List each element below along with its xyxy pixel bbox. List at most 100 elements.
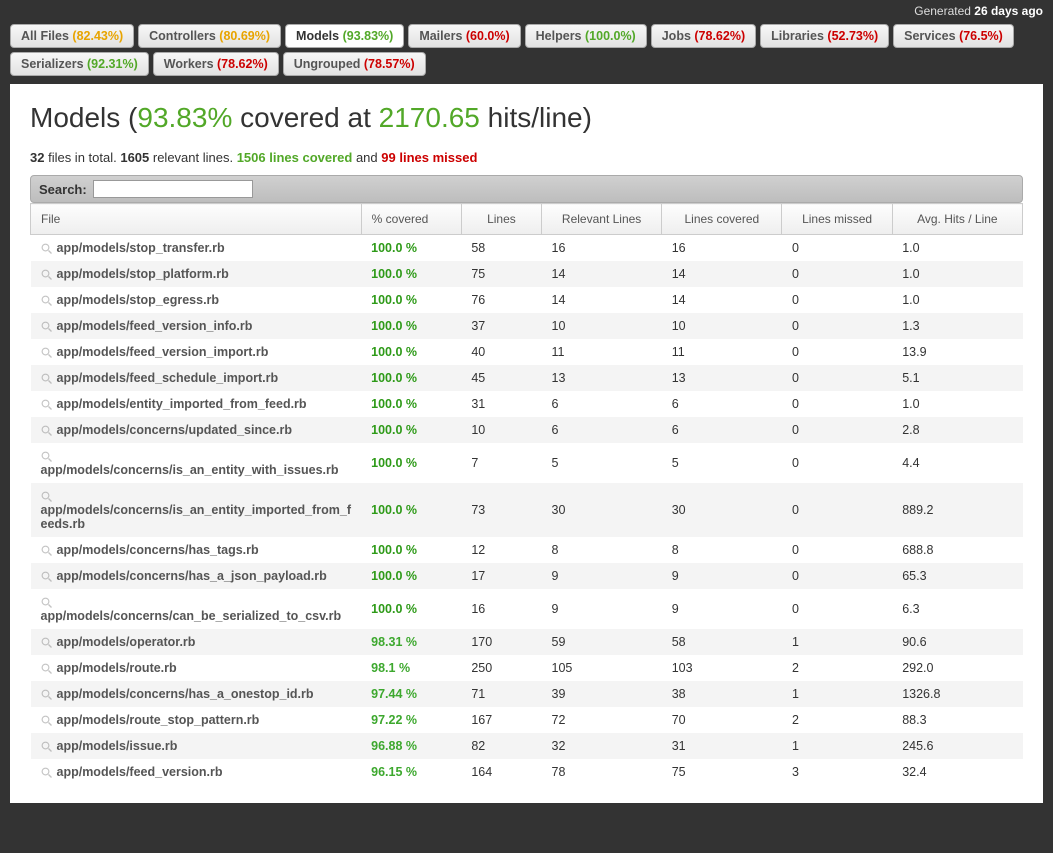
- magnify-icon: [41, 489, 57, 503]
- magnify-icon: [41, 635, 57, 649]
- file-cell[interactable]: app/models/concerns/has_a_json_payload.r…: [31, 563, 362, 589]
- file-cell[interactable]: app/models/feed_version_import.rb: [31, 339, 362, 365]
- table-row[interactable]: app/models/concerns/is_an_entity_importe…: [31, 483, 1023, 537]
- file-cell[interactable]: app/models/concerns/updated_since.rb: [31, 417, 362, 443]
- relevant-lines-cell: 6: [542, 417, 662, 443]
- table-row[interactable]: app/models/concerns/is_an_entity_with_is…: [31, 443, 1023, 483]
- table-row[interactable]: app/models/concerns/updated_since.rb100.…: [31, 417, 1023, 443]
- table-row[interactable]: app/models/concerns/can_be_serialized_to…: [31, 589, 1023, 629]
- column-header[interactable]: Lines missed: [782, 204, 892, 235]
- table-row[interactable]: app/models/feed_version_info.rb100.0 %37…: [31, 313, 1023, 339]
- lines-missed-cell: 1: [782, 681, 892, 707]
- search-input[interactable]: [93, 180, 253, 198]
- avg-hits-cell: 4.4: [892, 443, 1022, 483]
- lines-covered-cell: 8: [662, 537, 782, 563]
- table-row[interactable]: app/models/concerns/has_a_json_payload.r…: [31, 563, 1023, 589]
- tab-serializers[interactable]: Serializers (92.31%): [10, 52, 149, 76]
- table-row[interactable]: app/models/concerns/has_tags.rb100.0 %12…: [31, 537, 1023, 563]
- magnify-icon: [41, 661, 57, 675]
- pct-covered-cell: 96.15 %: [361, 759, 461, 785]
- file-cell[interactable]: app/models/stop_transfer.rb: [31, 235, 362, 262]
- tab-jobs[interactable]: Jobs (78.62%): [651, 24, 756, 48]
- pct-covered-cell: 100.0 %: [361, 563, 461, 589]
- magnify-icon: [41, 293, 57, 307]
- table-row[interactable]: app/models/feed_schedule_import.rb100.0 …: [31, 365, 1023, 391]
- file-cell[interactable]: app/models/feed_version_info.rb: [31, 313, 362, 339]
- tab-ungrouped[interactable]: Ungrouped (78.57%): [283, 52, 426, 76]
- relevant-lines-cell: 14: [542, 261, 662, 287]
- lines-covered-cell: 14: [662, 261, 782, 287]
- magnify-icon: [41, 319, 57, 333]
- lines-cell: 16: [461, 589, 541, 629]
- lines-cell: 170: [461, 629, 541, 655]
- magnify-icon: [41, 449, 57, 463]
- column-header[interactable]: % covered: [361, 204, 461, 235]
- file-cell[interactable]: app/models/concerns/can_be_serialized_to…: [31, 589, 362, 629]
- pct-covered-cell: 100.0 %: [361, 391, 461, 417]
- relevant-lines-cell: 11: [542, 339, 662, 365]
- lines-missed-cell: 0: [782, 443, 892, 483]
- table-row[interactable]: app/models/operator.rb98.31 %1705958190.…: [31, 629, 1023, 655]
- tab-services[interactable]: Services (76.5%): [893, 24, 1014, 48]
- magnify-icon: [41, 713, 57, 727]
- table-row[interactable]: app/models/stop_platform.rb100.0 %751414…: [31, 261, 1023, 287]
- file-cell[interactable]: app/models/concerns/is_an_entity_with_is…: [31, 443, 362, 483]
- column-header[interactable]: File: [31, 204, 362, 235]
- file-cell[interactable]: app/models/issue.rb: [31, 733, 362, 759]
- table-row[interactable]: app/models/concerns/has_a_onestop_id.rb9…: [31, 681, 1023, 707]
- avg-hits-cell: 1.0: [892, 391, 1022, 417]
- avg-hits-cell: 13.9: [892, 339, 1022, 365]
- lines-covered-cell: 31: [662, 733, 782, 759]
- table-row[interactable]: app/models/route_stop_pattern.rb97.22 %1…: [31, 707, 1023, 733]
- table-row[interactable]: app/models/route.rb98.1 %2501051032292.0: [31, 655, 1023, 681]
- file-cell[interactable]: app/models/operator.rb: [31, 629, 362, 655]
- file-cell[interactable]: app/models/feed_version.rb: [31, 759, 362, 785]
- tabs-bar: All Files (82.43%)Controllers (80.69%)Mo…: [0, 18, 1053, 52]
- tab-helpers[interactable]: Helpers (100.0%): [525, 24, 647, 48]
- lines-missed-cell: 0: [782, 339, 892, 365]
- tab-mailers[interactable]: Mailers (60.0%): [408, 24, 520, 48]
- search-label: Search:: [39, 182, 87, 197]
- column-header[interactable]: Lines covered: [662, 204, 782, 235]
- avg-hits-cell: 5.1: [892, 365, 1022, 391]
- relevant-lines-cell: 8: [542, 537, 662, 563]
- file-cell[interactable]: app/models/feed_schedule_import.rb: [31, 365, 362, 391]
- column-header[interactable]: Lines: [461, 204, 541, 235]
- file-cell[interactable]: app/models/concerns/has_a_onestop_id.rb: [31, 681, 362, 707]
- avg-hits-cell: 1.0: [892, 287, 1022, 313]
- file-cell[interactable]: app/models/route.rb: [31, 655, 362, 681]
- relevant-lines-cell: 6: [542, 391, 662, 417]
- lines-missed-cell: 0: [782, 391, 892, 417]
- file-cell[interactable]: app/models/concerns/is_an_entity_importe…: [31, 483, 362, 537]
- table-row[interactable]: app/models/issue.rb96.88 %8232311245.6: [31, 733, 1023, 759]
- lines-cell: 75: [461, 261, 541, 287]
- tab-controllers[interactable]: Controllers (80.69%): [138, 24, 281, 48]
- table-row[interactable]: app/models/stop_egress.rb100.0 %76141401…: [31, 287, 1023, 313]
- file-cell[interactable]: app/models/route_stop_pattern.rb: [31, 707, 362, 733]
- tab-models[interactable]: Models (93.83%): [285, 24, 404, 48]
- column-header[interactable]: Relevant Lines: [542, 204, 662, 235]
- tab-workers[interactable]: Workers (78.62%): [153, 52, 279, 76]
- file-cell[interactable]: app/models/concerns/has_tags.rb: [31, 537, 362, 563]
- coverage-summary: 32 files in total. 1605 relevant lines. …: [30, 150, 1023, 165]
- file-cell[interactable]: app/models/stop_egress.rb: [31, 287, 362, 313]
- table-row[interactable]: app/models/stop_transfer.rb100.0 %581616…: [31, 235, 1023, 262]
- file-cell[interactable]: app/models/entity_imported_from_feed.rb: [31, 391, 362, 417]
- table-row[interactable]: app/models/feed_version.rb96.15 %1647875…: [31, 759, 1023, 785]
- tab-libraries[interactable]: Libraries (52.73%): [760, 24, 889, 48]
- pct-covered-cell: 100.0 %: [361, 417, 461, 443]
- column-header[interactable]: Avg. Hits / Line: [892, 204, 1022, 235]
- lines-cell: 7: [461, 443, 541, 483]
- table-row[interactable]: app/models/feed_version_import.rb100.0 %…: [31, 339, 1023, 365]
- content-panel: Models (93.83% covered at 2170.65 hits/l…: [10, 84, 1043, 803]
- lines-covered-cell: 6: [662, 417, 782, 443]
- pct-covered-cell: 98.1 %: [361, 655, 461, 681]
- pct-covered-cell: 100.0 %: [361, 589, 461, 629]
- table-row[interactable]: app/models/entity_imported_from_feed.rb1…: [31, 391, 1023, 417]
- file-cell[interactable]: app/models/stop_platform.rb: [31, 261, 362, 287]
- tab-all-files[interactable]: All Files (82.43%): [10, 24, 134, 48]
- magnify-icon: [41, 267, 57, 281]
- lines-covered-cell: 11: [662, 339, 782, 365]
- lines-cell: 82: [461, 733, 541, 759]
- magnify-icon: [41, 595, 57, 609]
